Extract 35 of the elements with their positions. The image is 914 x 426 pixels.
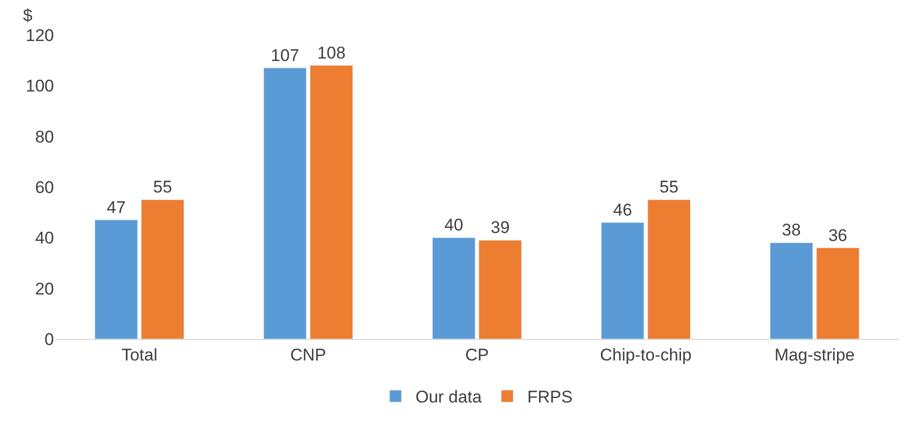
data-label: 40 [444,216,464,235]
data-label: 46 [613,200,632,220]
x-tick-label: Total [121,345,158,364]
data-label: 55 [660,178,678,197]
data-label: 38 [782,220,801,240]
y-tick-label: 60 [35,178,54,197]
x-tick-label: Chip-to-chip [600,345,692,364]
bar [647,199,691,339]
data-label: 107 [270,46,300,65]
y-tick-label: 100 [26,76,54,96]
data-label: 55 [153,178,172,197]
y-tick-label: 0 [44,330,54,349]
data-label: 47 [106,198,126,217]
bar [816,248,860,339]
data-label: 36 [828,226,848,245]
bar [432,237,476,339]
bar [310,65,354,339]
y-tick-label: 20 [35,279,54,298]
bar [263,68,307,339]
x-tick-label: Mag-stripe [774,345,855,364]
bar [141,199,184,339]
bar [94,220,138,339]
bar [600,222,644,339]
legend-label: Our data [416,388,482,407]
y-tick-label: 40 [35,228,54,248]
bar [478,240,522,339]
bar [770,242,813,339]
x-tick-label: CP [465,345,489,364]
legend-label: FRPS [527,388,573,407]
x-tick-label: CNP [290,345,326,364]
data-label: 108 [317,43,346,62]
y-tick-label: 120 [26,26,54,45]
data-label: 39 [490,218,510,238]
y-axis-title: $ [23,6,33,25]
y-tick-label: 80 [35,127,54,146]
